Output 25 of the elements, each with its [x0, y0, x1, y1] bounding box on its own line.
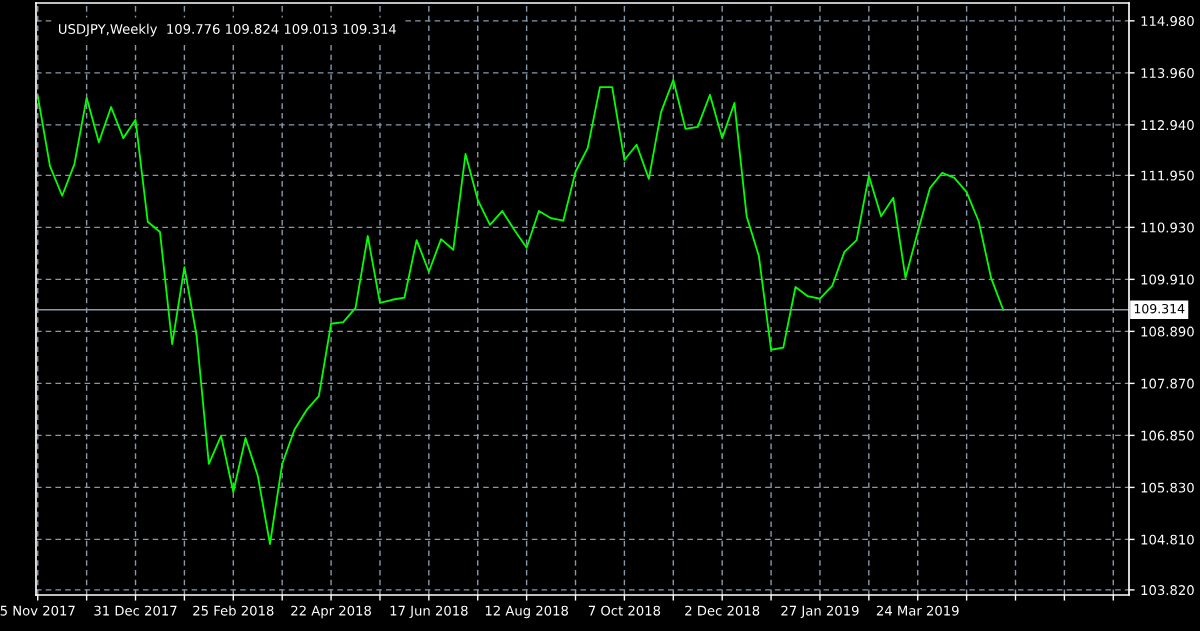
y-tick-label: 114.980 — [1141, 16, 1194, 27]
y-tick-label: 104.810 — [1141, 534, 1194, 545]
x-tick-label: 12 Aug 2018 — [485, 605, 568, 619]
y-tick-label: 105.830 — [1141, 482, 1194, 493]
ref-line-label: 109.314 — [1134, 303, 1185, 314]
y-tick-label: 112.940 — [1141, 120, 1194, 131]
x-tick-label: 27 Jan 2019 — [781, 605, 859, 619]
x-tick-label: 22 Apr 2018 — [291, 605, 371, 619]
y-tick-label: 113.960 — [1141, 68, 1194, 79]
y-tick-label: 106.850 — [1141, 430, 1194, 441]
y-tick-label: 107.870 — [1141, 378, 1194, 389]
x-tick-label: 2 Dec 2018 — [685, 605, 760, 616]
x-tick-label: 17 Jun 2018 — [390, 605, 468, 619]
y-tick-label: 111.950 — [1141, 170, 1194, 181]
y-tick-label: 103.820 — [1141, 585, 1194, 596]
y-tick-label: 110.930 — [1141, 222, 1194, 233]
y-tick-label: 108.890 — [1141, 326, 1194, 337]
x-tick-label: 7 Oct 2018 — [588, 605, 661, 616]
x-tick-label: 5 Nov 2017 — [0, 605, 75, 616]
text: USDJPY,Weekly 109.776 109.824 109.013 109.314 — [59, 23, 396, 37]
x-tick-label: 24 Mar 2019 — [876, 605, 959, 616]
y-tick-label: 109.910 — [1141, 274, 1194, 285]
x-tick-label: 31 Dec 2017 — [94, 605, 177, 616]
line-series — [36, 79, 1005, 545]
x-tick-label: 25 Feb 2018 — [193, 605, 274, 616]
